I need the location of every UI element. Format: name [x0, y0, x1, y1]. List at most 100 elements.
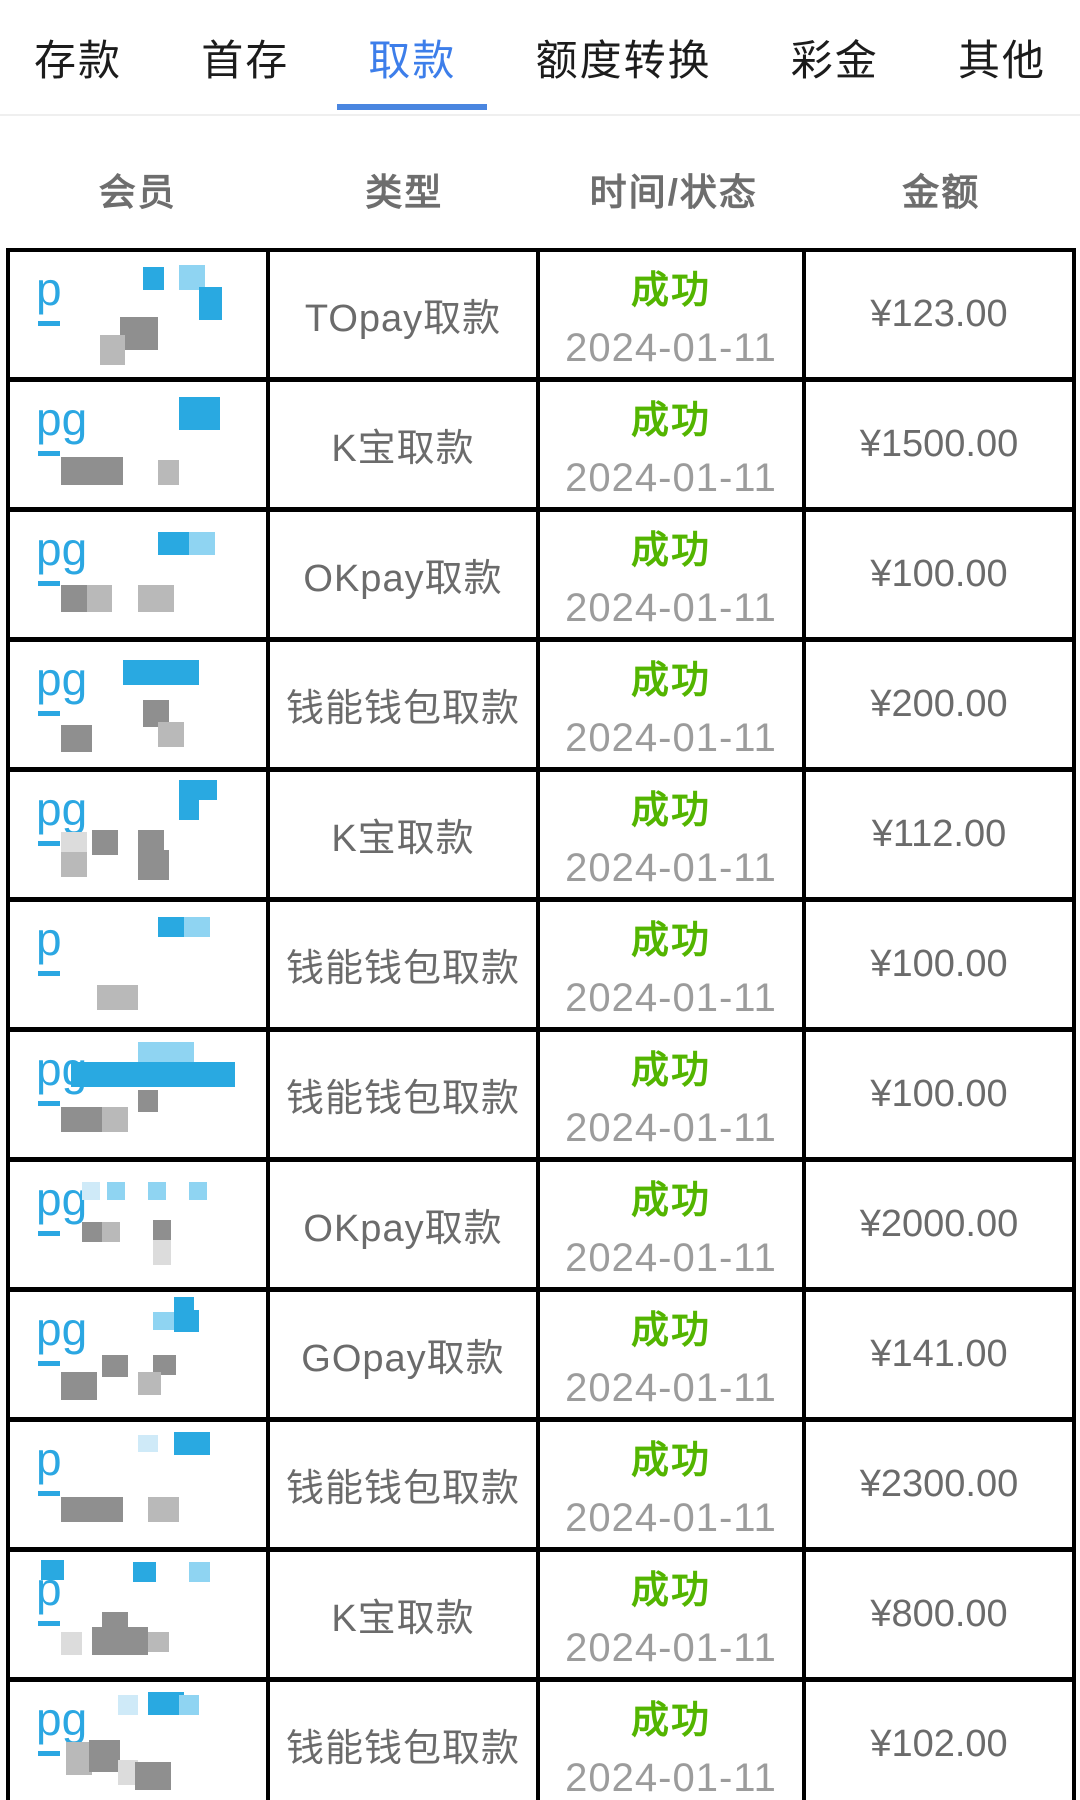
censor-mosaic-block [178, 264, 205, 290]
table-row: pg 钱能钱包取款 成功 2024-01-11 ¥100.00 [10, 1032, 1072, 1162]
censor-mosaic-block [189, 1182, 208, 1200]
time-status-cell: 成功 2024-01-11 [540, 1682, 806, 1800]
censor-mosaic-block [71, 1062, 236, 1087]
date-label: 2024-01-11 [565, 1755, 777, 1800]
censor-mosaic-block [61, 457, 123, 485]
member-cell: pg [10, 1292, 270, 1417]
tab-彩金[interactable]: 彩金 [791, 0, 879, 114]
member-underline-dash [38, 1491, 60, 1496]
censor-mosaic-block [91, 1627, 149, 1655]
member-name-censored: pg [36, 526, 87, 586]
tab-label: 额度转换 [535, 36, 712, 84]
member-underline-dash [38, 451, 60, 456]
tab-首存[interactable]: 首存 [201, 0, 289, 114]
censor-mosaic-block [99, 334, 126, 365]
amount-value: ¥200.00 [870, 683, 1008, 725]
tab-label: 首存 [201, 36, 290, 84]
censor-mosaic-block [102, 1222, 121, 1242]
tab-label: 取款 [368, 36, 457, 84]
amount-value: ¥102.00 [870, 1723, 1008, 1765]
time-status-cell: 成功 2024-01-11 [540, 512, 806, 637]
amount-cell: ¥102.00 [806, 1682, 1072, 1800]
tab-取款[interactable]: 取款 [337, 0, 488, 114]
amount-cell: ¥1500.00 [806, 382, 1072, 507]
date-label: 2024-01-11 [565, 325, 777, 370]
table-row: pg GOpay取款 成功 2024-01-11 ¥141.00 [10, 1292, 1072, 1422]
date-label: 2024-01-11 [565, 455, 777, 500]
censor-mosaic-block [81, 1182, 100, 1200]
member-cell: p [10, 1422, 270, 1547]
member-underline-dash [38, 321, 60, 326]
withdrawal-type-label: K宝取款 [331, 1598, 475, 1640]
censor-mosaic-block [61, 724, 92, 752]
censor-mosaic-block [148, 1632, 169, 1652]
withdrawal-type-label: 钱能钱包取款 [285, 948, 520, 990]
date-label: 2024-01-11 [565, 845, 777, 890]
status-badge: 成功 [630, 1569, 711, 1612]
censor-mosaic-block [153, 1354, 177, 1375]
active-tab-underline [337, 104, 488, 110]
tab-label: 存款 [34, 36, 123, 84]
table-row: p K宝取款 成功 2024-01-11 ¥800.00 [10, 1552, 1072, 1682]
censor-mosaic-block [138, 584, 174, 612]
censor-mosaic-block [91, 829, 118, 855]
censor-mosaic-block [102, 1107, 128, 1132]
amount-cell: ¥100.00 [806, 902, 1072, 1027]
time-status-cell: 成功 2024-01-11 [540, 772, 806, 897]
member-cell: pg [10, 1682, 270, 1800]
member-name-censored: pg [36, 786, 87, 846]
withdrawal-type-label: K宝取款 [331, 428, 475, 470]
censor-mosaic-block [173, 1309, 200, 1332]
type-cell: OKpay取款 [270, 1162, 540, 1287]
time-status-cell: 成功 2024-01-11 [540, 1422, 806, 1547]
censor-mosaic-block [138, 1042, 195, 1065]
withdrawal-type-label: TOpay取款 [304, 298, 502, 340]
member-underline-dash [38, 1101, 60, 1106]
member-cell: p [10, 902, 270, 1027]
withdrawal-type-label: K宝取款 [331, 818, 475, 860]
amount-cell: ¥200.00 [806, 642, 1072, 767]
tab-label: 其他 [957, 36, 1046, 84]
member-cell: p [10, 252, 270, 377]
table-row: pg K宝取款 成功 2024-01-11 ¥112.00 [10, 772, 1072, 902]
tab-存款[interactable]: 存款 [34, 0, 122, 114]
tab-其他[interactable]: 其他 [958, 0, 1046, 114]
time-status-cell: 成功 2024-01-11 [540, 1292, 806, 1417]
amount-value: ¥2300.00 [859, 1463, 1019, 1505]
member-underline-dash [38, 1621, 60, 1626]
censor-mosaic-block [138, 1434, 159, 1452]
date-label: 2024-01-11 [565, 1235, 777, 1280]
header-type: 类型 [365, 172, 444, 213]
censor-mosaic-block [117, 1759, 138, 1785]
table-row: p 钱能钱包取款 成功 2024-01-11 ¥100.00 [10, 902, 1072, 1032]
type-cell: K宝取款 [270, 382, 540, 507]
status-badge: 成功 [630, 1179, 711, 1222]
member-underline-dash [38, 1751, 60, 1756]
withdrawal-type-label: 钱能钱包取款 [285, 1468, 520, 1510]
censor-mosaic-block [61, 832, 87, 855]
time-status-cell: 成功 2024-01-11 [540, 1552, 806, 1677]
table-row: pg 钱能钱包取款 成功 2024-01-11 ¥102.00 [10, 1682, 1072, 1800]
censor-mosaic-block [107, 1182, 126, 1200]
censor-mosaic-block [199, 287, 223, 320]
status-badge: 成功 [630, 1309, 711, 1352]
member-underline-dash [38, 841, 60, 846]
type-cell: OKpay取款 [270, 512, 540, 637]
date-label: 2024-01-11 [565, 1105, 777, 1150]
amount-value: ¥800.00 [870, 1593, 1008, 1635]
status-badge: 成功 [630, 789, 711, 832]
table-row: pg 钱能钱包取款 成功 2024-01-11 ¥200.00 [10, 642, 1072, 772]
censor-mosaic-block [97, 984, 138, 1010]
tab-label: 彩金 [790, 36, 879, 84]
type-cell: 钱能钱包取款 [270, 902, 540, 1027]
censor-mosaic-block [117, 1694, 138, 1715]
member-underline-dash [38, 971, 60, 976]
member-name-censored: p [36, 916, 62, 976]
censor-mosaic-block [86, 584, 113, 612]
censor-mosaic-block [153, 1219, 172, 1242]
time-status-cell: 成功 2024-01-11 [540, 382, 806, 507]
type-cell: 钱能钱包取款 [270, 642, 540, 767]
tab-额度转换[interactable]: 额度转换 [536, 0, 712, 114]
time-status-cell: 成功 2024-01-11 [540, 902, 806, 1027]
amount-cell: ¥112.00 [806, 772, 1072, 897]
